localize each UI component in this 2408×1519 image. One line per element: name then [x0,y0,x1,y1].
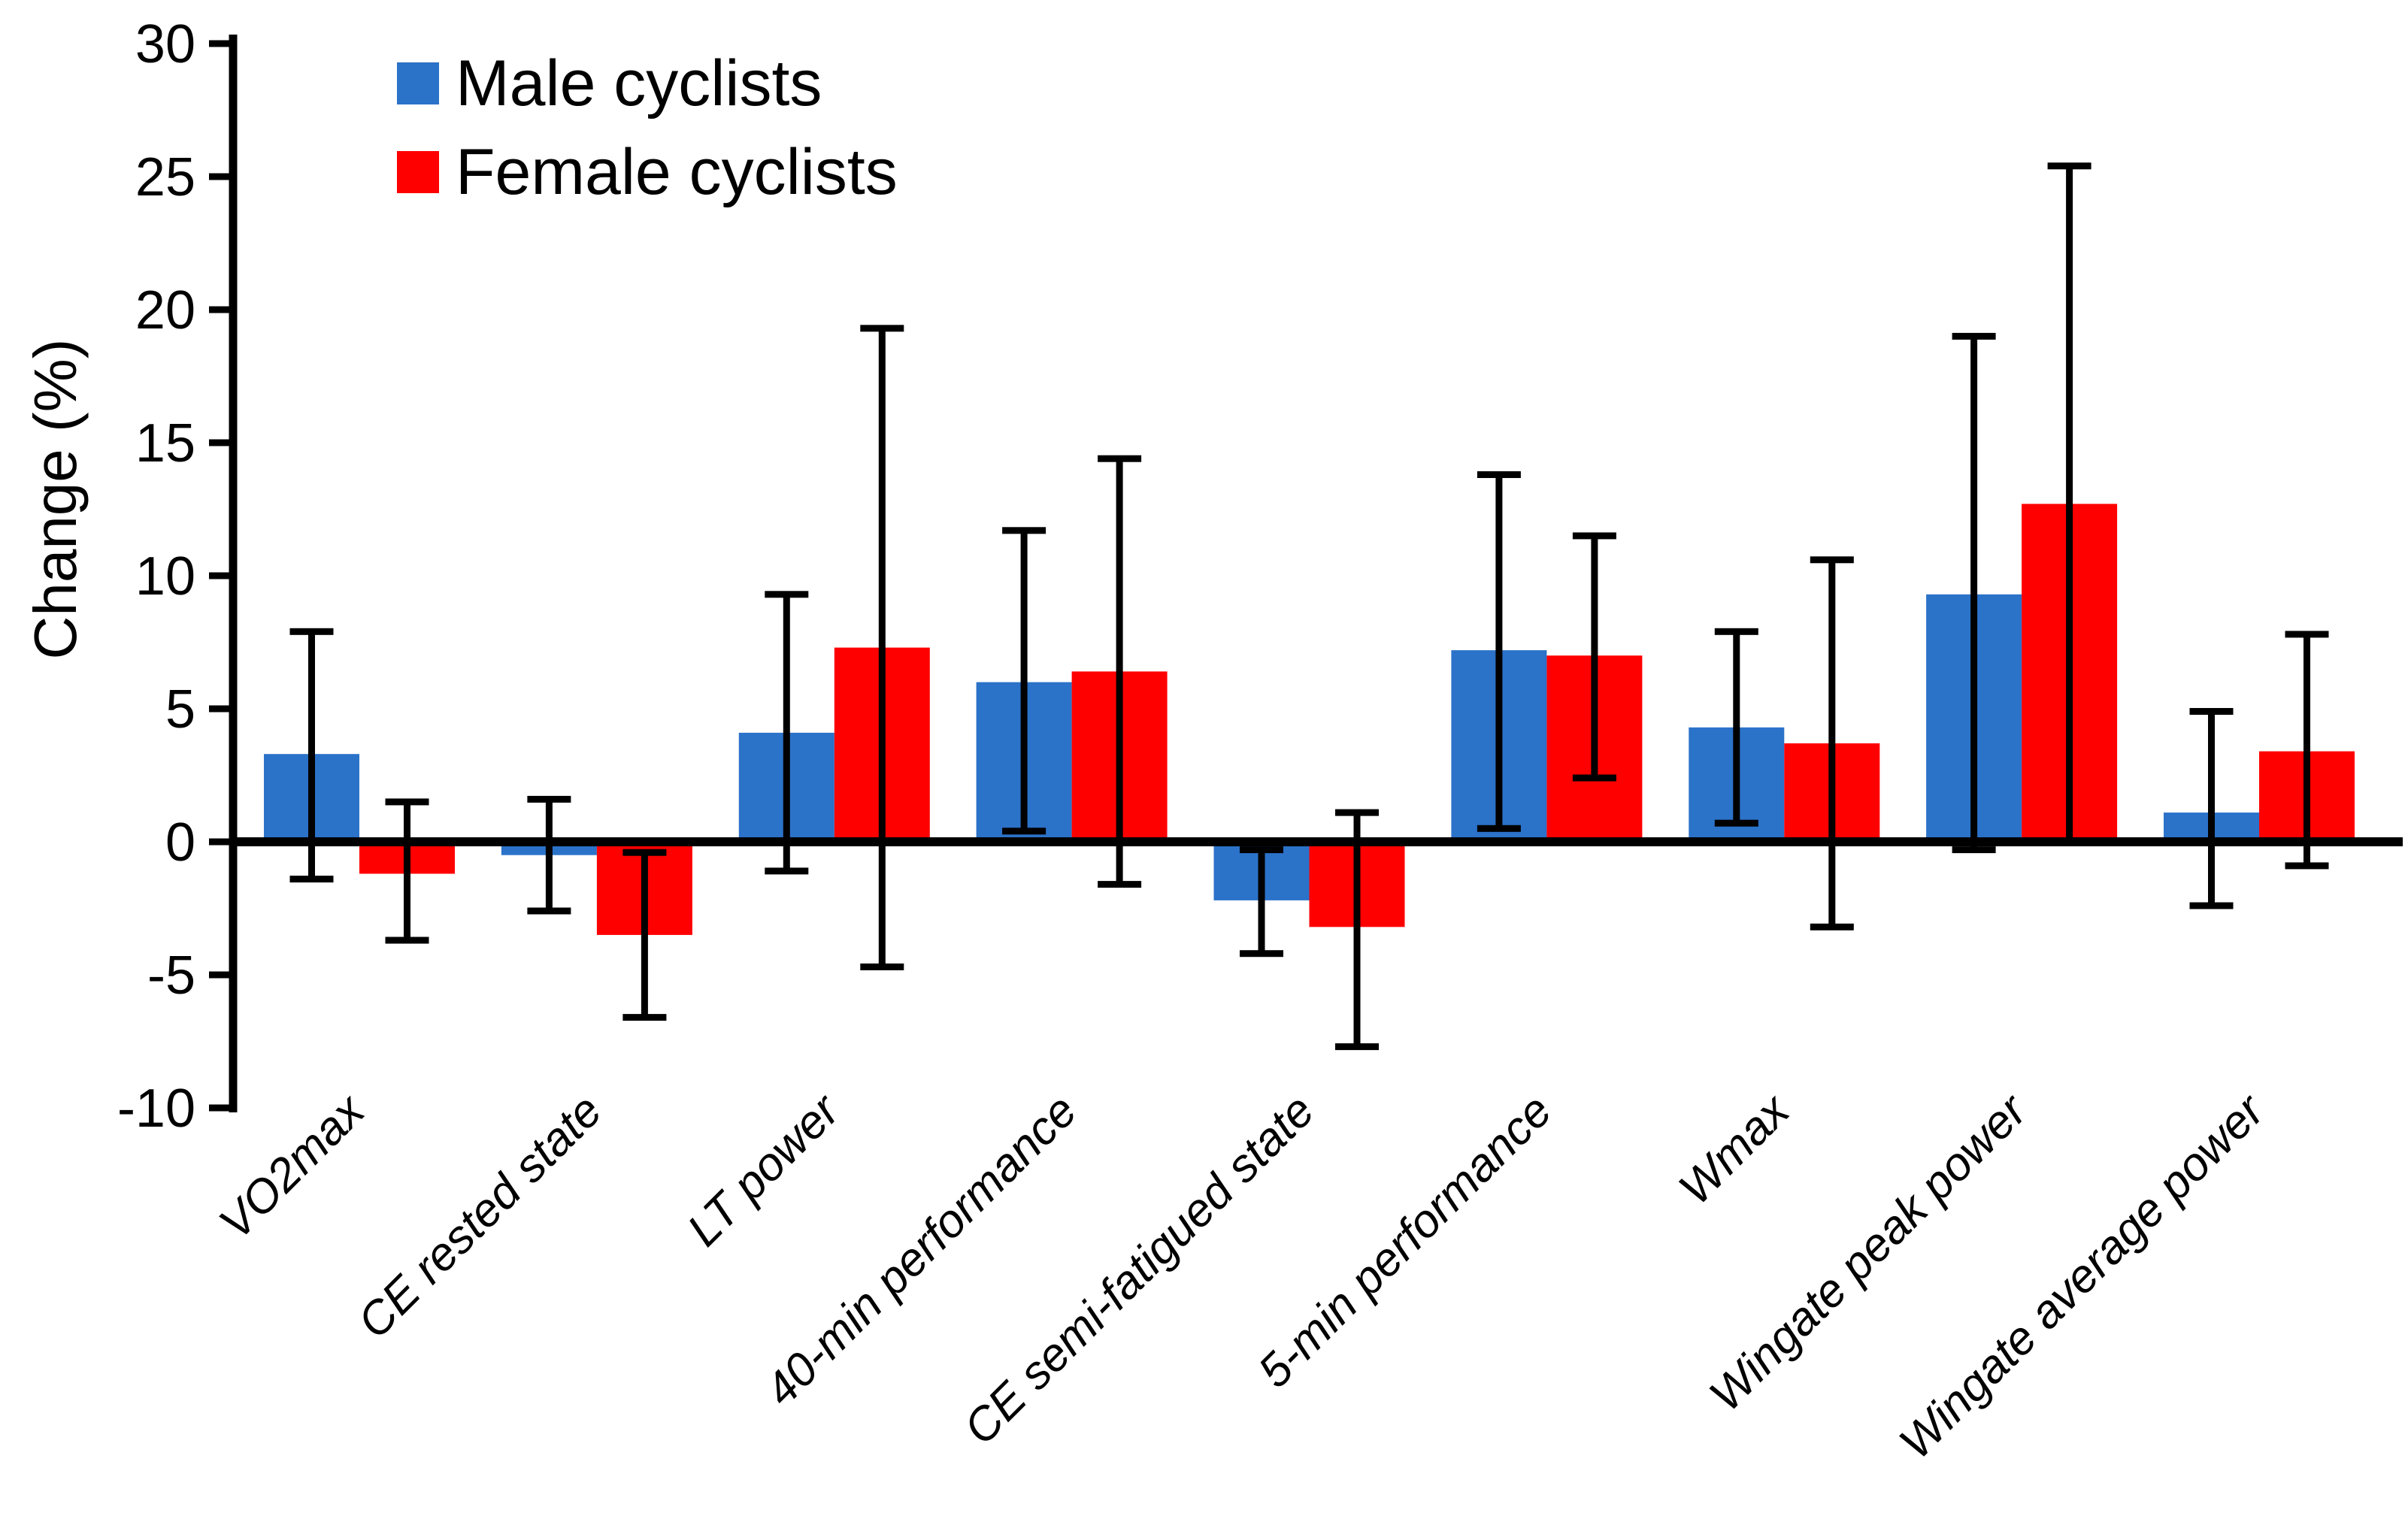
error-bar-female-3 [1098,455,1142,888]
error-bar-male-2 [765,591,809,875]
y-tick-20 [209,306,229,313]
y-tick--5 [209,971,229,979]
y-tick-0 [209,838,229,846]
error-bar-female-1 [622,849,667,1021]
error-bar-female-8 [2285,631,2329,870]
y-tick-label--5: -5 [147,946,195,1006]
error-bar-male-8 [2189,708,2234,909]
error-bar-male-5 [1477,471,1521,832]
error-bar-female-6 [1810,556,1854,930]
y-tick-15 [209,439,229,446]
male-legend-label: Male cyclists [456,47,822,120]
error-bar-female-0 [385,798,429,944]
female-legend-swatch [397,151,439,193]
x-category-label-2: LT power [677,1083,850,1256]
y-axis-line [229,35,238,1112]
x-axis-zero-line [229,837,2403,846]
error-bar-male-0 [289,628,334,883]
y-tick-25 [209,173,229,180]
y-tick-label-5: 5 [165,679,195,740]
legend-item-male: Male cyclists [397,47,898,120]
y-tick-label-20: 20 [135,280,195,340]
y-tick-label-0: 0 [165,812,195,873]
error-bar-male-3 [1002,527,1046,835]
y-tick-10 [209,572,229,579]
male-legend-swatch [397,62,439,104]
error-bar-female-4 [1335,809,1379,1051]
y-tick-label--10: -10 [117,1079,195,1139]
x-category-label-1: CE rested state [348,1085,612,1348]
y-tick-label-10: 10 [135,546,195,607]
x-category-label-6: Wmax [1669,1084,1800,1215]
y-tick-label-30: 30 [135,14,195,74]
error-bar-male-1 [527,795,571,915]
y-tick-label-15: 15 [135,413,195,474]
female-legend-label: Female cyclists [456,136,898,208]
error-bar-female-5 [1572,532,1616,782]
error-bar-male-7 [1952,332,1996,854]
y-tick-5 [209,705,229,713]
error-bar-male-4 [1240,846,1283,958]
y-tick-label-25: 25 [135,147,195,207]
legend: Male cyclists Female cyclists [397,47,898,238]
y-axis-title: Change (%) [22,338,89,660]
y-tick-30 [209,40,229,47]
error-bar-male-6 [1714,628,1758,827]
legend-item-female: Female cyclists [397,136,898,208]
y-tick--10 [209,1104,229,1112]
error-bar-female-2 [860,325,904,970]
